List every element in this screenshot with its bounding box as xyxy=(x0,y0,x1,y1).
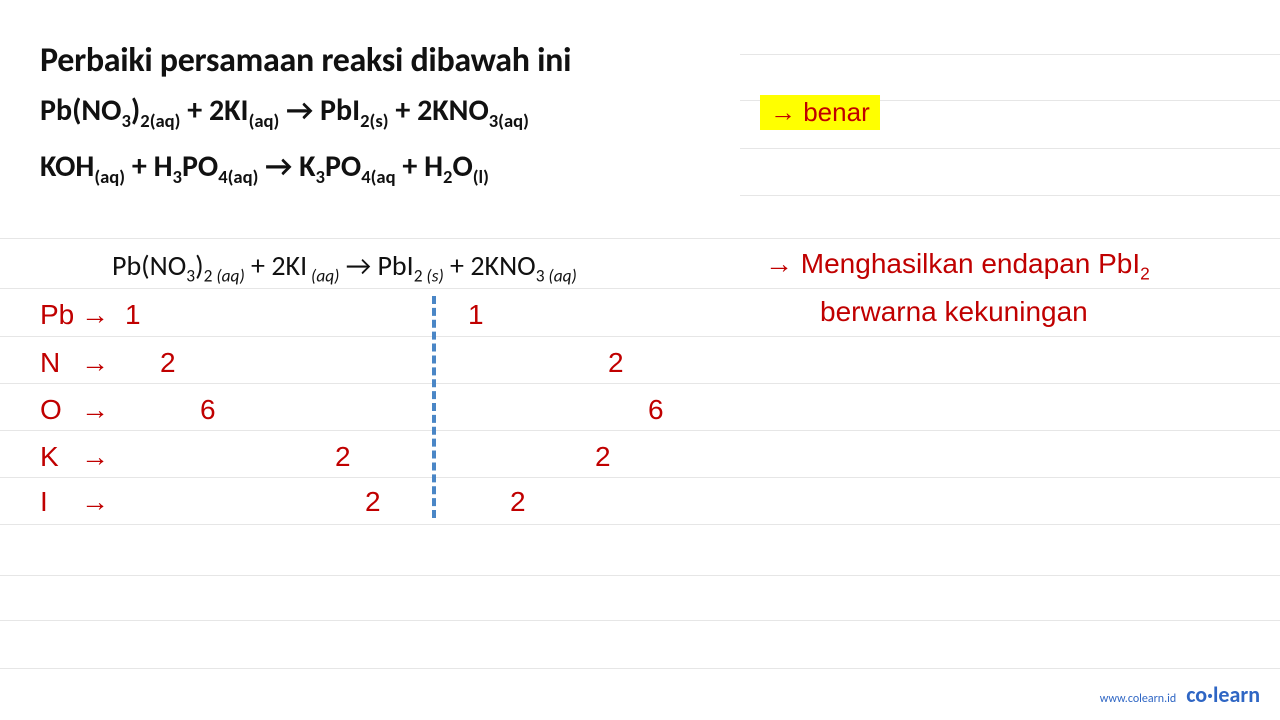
left-count: 2 xyxy=(365,486,381,518)
left-count: 6 xyxy=(200,394,216,426)
element-symbol: I xyxy=(40,486,75,518)
gridline xyxy=(0,288,1280,289)
footer: www.colearn.id co·learn xyxy=(1100,681,1260,708)
page-title: Perbaiki persamaan reaksi dibawah ini xyxy=(40,40,571,81)
gridline xyxy=(740,54,1280,55)
element-symbol: K xyxy=(40,441,75,473)
left-count: 2 xyxy=(160,347,176,379)
left-count: 1 xyxy=(125,299,141,331)
note-line-1: → Menghasilkan endapan PbI2 xyxy=(765,248,1150,280)
gridline xyxy=(740,148,1280,149)
right-count: 2 xyxy=(608,347,624,379)
right-count: 1 xyxy=(468,299,484,331)
table-row: K→ 2 2 xyxy=(0,434,1280,480)
left-count: 2 xyxy=(335,441,351,473)
table-row: Pb→ 1 1 xyxy=(0,292,1280,338)
equation-1: Pb(NO3)2(aq) + 2KI(aq) → PbI2(s) + 2KNO3… xyxy=(40,92,529,129)
gridline xyxy=(0,620,1280,621)
worked-equation: Pb(NO3)2 (aq) + 2KI (aq) → PbI2 (s) + 2K… xyxy=(112,248,577,287)
arrow-icon: → xyxy=(81,299,109,331)
gridline xyxy=(0,575,1280,576)
gridline xyxy=(0,668,1280,669)
element-symbol: N xyxy=(40,347,75,379)
gridline xyxy=(740,195,1280,196)
arrow-icon: → xyxy=(81,441,109,473)
right-count: 2 xyxy=(595,441,611,473)
status-badge-benar: → benar xyxy=(760,95,880,130)
footer-url: www.colearn.id xyxy=(1100,692,1176,706)
gridline xyxy=(0,238,1280,239)
table-row: I→ 2 2 xyxy=(0,479,1280,525)
footer-brand: co·learn xyxy=(1186,681,1260,708)
right-count: 6 xyxy=(648,394,664,426)
equation-2: KOH(aq) + H3PO4(aq) → K3PO4(aq + H2O(l) xyxy=(40,148,489,185)
table-row: N→ 2 2 xyxy=(0,340,1280,386)
arrow-icon: → xyxy=(81,347,109,379)
right-count: 2 xyxy=(510,486,526,518)
element-symbol: Pb xyxy=(40,299,75,331)
table-row: O→ 6 6 xyxy=(0,387,1280,433)
arrow-icon: → xyxy=(81,394,109,426)
element-symbol: O xyxy=(40,394,75,426)
arrow-icon: → xyxy=(81,486,109,518)
